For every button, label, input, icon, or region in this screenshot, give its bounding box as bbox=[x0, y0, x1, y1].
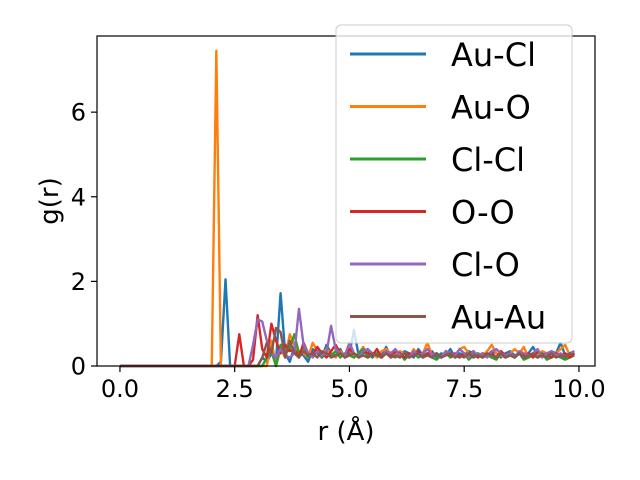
legend-label: Au-Au bbox=[451, 299, 546, 337]
x-tick-label: 10.0 bbox=[552, 375, 605, 403]
y-tick-label: 6 bbox=[71, 99, 86, 127]
y-tick-label: 2 bbox=[71, 268, 86, 296]
x-tick-label: 0.0 bbox=[101, 375, 139, 403]
x-axis-ticks: 0.0 2.5 5.0 7.5 10.0 bbox=[101, 366, 606, 403]
legend-label: Cl-Cl bbox=[451, 141, 525, 179]
y-axis-ticks: 0 2 4 6 bbox=[71, 99, 97, 381]
y-tick-label: 0 bbox=[71, 353, 86, 381]
legend-label: O-O bbox=[451, 194, 515, 232]
legend-label: Au-O bbox=[451, 89, 531, 127]
legend: Au-Cl Au-O Cl-Cl O-O Cl-O Au-Au bbox=[335, 24, 573, 344]
legend-label: Cl-O bbox=[451, 246, 520, 284]
x-tick-label: 5.0 bbox=[330, 375, 368, 403]
x-axis-label: r (Å) bbox=[317, 415, 374, 447]
x-tick-label: 7.5 bbox=[445, 375, 483, 403]
legend-label: Au-Cl bbox=[451, 36, 536, 74]
y-axis-label: g(r) bbox=[35, 177, 65, 224]
y-tick-label: 4 bbox=[71, 183, 86, 211]
x-tick-label: 2.5 bbox=[216, 375, 254, 403]
